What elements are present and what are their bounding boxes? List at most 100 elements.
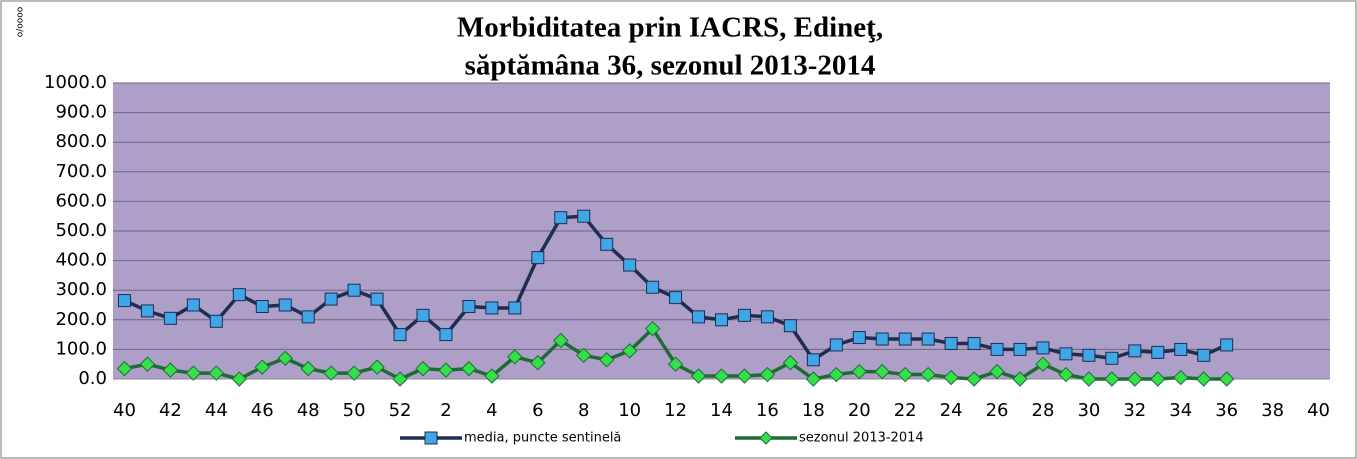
data-point — [805, 371, 822, 387]
data-point — [553, 332, 569, 349]
data-point — [828, 366, 845, 383]
y-tick-label: 1000.0 — [44, 72, 107, 93]
data-point — [692, 310, 706, 324]
x-tick-label: 40 — [113, 400, 136, 421]
data-point — [347, 283, 361, 297]
data-point — [323, 365, 339, 381]
y-tick-label: 900.0 — [55, 102, 107, 123]
data-point — [439, 328, 453, 342]
data-point — [829, 338, 843, 352]
data-point — [760, 310, 774, 324]
x-tick-label: 52 — [389, 400, 412, 421]
x-tick-label: 8 — [578, 400, 589, 421]
data-point — [462, 299, 476, 313]
data-point — [278, 298, 292, 312]
data-point — [208, 365, 225, 381]
chart-subtitle: săptămâna 36, sezonul 2013-2014 — [465, 50, 876, 82]
data-point — [1220, 338, 1234, 352]
data-point — [346, 365, 362, 381]
data-point — [806, 353, 820, 367]
data-point — [1058, 366, 1074, 383]
data-point — [1036, 341, 1050, 355]
data-point — [1104, 371, 1120, 387]
data-point — [530, 355, 546, 371]
legend-marker — [759, 431, 773, 445]
data-point — [600, 237, 614, 251]
data-point — [713, 368, 730, 384]
data-point — [140, 304, 154, 318]
data-point — [783, 319, 797, 333]
data-point — [231, 371, 247, 387]
data-point — [232, 288, 246, 302]
y-tick-label: 500.0 — [55, 220, 107, 241]
data-point — [186, 298, 200, 312]
data-point — [277, 350, 293, 366]
x-tick-label: 6 — [532, 400, 543, 421]
x-tick-label: 10 — [618, 400, 641, 421]
data-point — [255, 299, 269, 313]
data-point — [393, 328, 407, 342]
data-point — [1105, 351, 1119, 365]
x-tick-label: 38 — [1261, 400, 1284, 421]
data-point — [667, 356, 684, 372]
data-point — [301, 310, 315, 324]
data-point — [370, 292, 384, 306]
data-point — [508, 301, 522, 315]
x-tick-label: 48 — [297, 400, 320, 421]
data-point — [1197, 348, 1211, 362]
x-tick-label: 12 — [664, 400, 687, 421]
data-point — [990, 342, 1004, 356]
x-tick-label: 22 — [894, 400, 917, 421]
data-point — [461, 360, 477, 377]
data-point — [1035, 356, 1051, 372]
y-tick-label: 800.0 — [55, 131, 107, 152]
legend-marker — [424, 431, 438, 445]
y-tick-label: 200.0 — [55, 309, 107, 330]
x-tick-label: 18 — [802, 400, 825, 421]
data-point — [300, 360, 316, 377]
x-tick-label: 46 — [251, 400, 274, 421]
x-tick-label: 20 — [848, 400, 871, 421]
data-point — [644, 320, 661, 337]
y-tick-label: 700.0 — [55, 161, 107, 182]
data-point — [577, 209, 591, 223]
data-point — [921, 332, 935, 346]
x-tick-label: 36 — [1215, 400, 1238, 421]
x-tick-label: 44 — [205, 400, 228, 421]
y-tick-label: 600.0 — [55, 190, 107, 211]
legend-label: sezonul 2013-2014 — [799, 431, 924, 446]
data-point — [576, 347, 592, 364]
data-point — [943, 369, 959, 386]
x-tick-label: 34 — [1169, 400, 1192, 421]
x-tick-label: 24 — [940, 400, 963, 421]
data-point — [163, 311, 177, 325]
data-point — [416, 308, 430, 322]
data-point — [1012, 371, 1028, 387]
data-point — [324, 292, 338, 306]
data-point — [554, 211, 568, 225]
data-point — [1196, 371, 1212, 387]
x-tick-label: 2 — [440, 400, 451, 421]
data-point — [715, 313, 728, 327]
data-point — [507, 349, 523, 365]
data-point — [690, 368, 707, 384]
data-point — [737, 308, 751, 322]
data-point — [415, 360, 431, 377]
data-point — [485, 301, 499, 315]
data-point — [897, 366, 913, 383]
data-point — [392, 371, 408, 387]
x-tick-label: 32 — [1123, 400, 1146, 421]
x-tick-label: 26 — [986, 400, 1009, 421]
data-point — [852, 331, 866, 345]
data-point — [944, 336, 958, 350]
data-point — [531, 251, 545, 265]
data-point — [920, 366, 936, 383]
data-point — [851, 363, 867, 380]
x-tick-label: 14 — [710, 400, 733, 421]
data-point — [1174, 342, 1188, 356]
x-tick-label: 4 — [486, 400, 497, 421]
data-point — [116, 360, 133, 377]
data-point — [874, 363, 890, 380]
data-point — [185, 365, 202, 381]
